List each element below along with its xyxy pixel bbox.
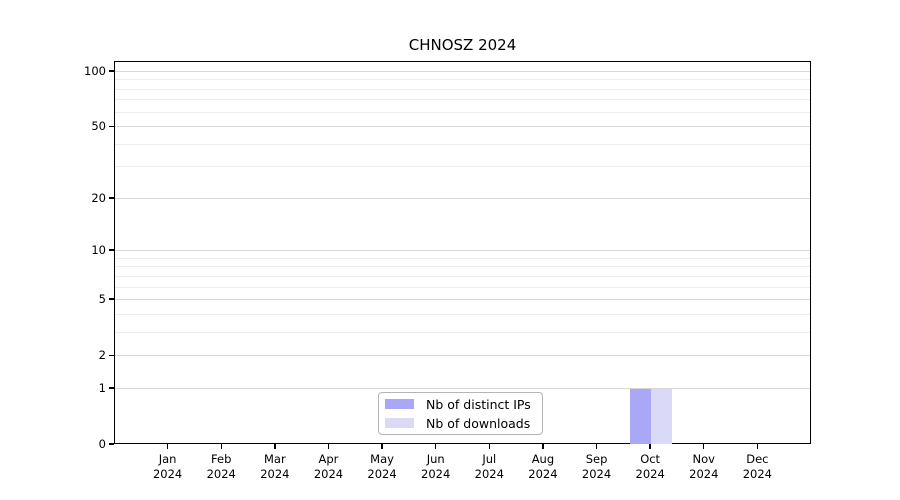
x-tick-label-3: Apr 2024 [313,452,344,481]
gridline-y-2 [115,355,810,357]
gridline-y-60 [115,111,810,113]
x-tick-10 [703,444,705,449]
gridline-y-50 [115,126,810,128]
gridline-y-100 [115,71,810,72]
legend-label-downloads: Nb of downloads [426,415,531,431]
x-tick-3 [327,444,330,449]
gridline-y-40 [115,143,810,145]
legend-swatch-distinct-ips [385,399,414,409]
x-tick-label-4: May 2024 [367,452,397,481]
y-tick-0 [109,443,114,445]
x-tick-label-10: Nov 2024 [689,452,719,481]
legend-entry-downloads: Nb of downloads [385,415,535,431]
gridline-y-8 [115,266,810,268]
y-tick-5 [109,298,114,300]
gridline-y-20 [115,197,810,199]
x-tick-7 [542,444,544,449]
x-tick-4 [381,444,383,449]
y-tick-100 [109,70,114,72]
y-tick-label-5: 5 [98,292,106,307]
x-tick-label-7: Aug 2024 [528,452,558,481]
x-tick-6 [488,444,490,449]
y-tick-label-50: 50 [91,119,106,134]
y-tick-label-10: 10 [91,243,106,258]
x-tick-label-2: Mar 2024 [260,452,290,481]
plot-area [114,61,811,444]
bar-nb-of-distinct-ips-oct-2024 [629,388,651,444]
gridline-y-1 [115,387,810,389]
gridline-y-10 [115,250,810,252]
gridline-y-4 [115,313,810,315]
x-tick-label-8: Sep 2024 [581,452,612,481]
x-tick-label-9: Oct 2024 [635,452,665,481]
gridline-y-30 [115,166,810,168]
x-tick-label-5: Jun 2024 [421,452,451,481]
y-tick-10 [109,249,114,251]
gridline-y-7 [115,275,810,277]
x-tick-0 [166,444,169,449]
y-tick-2 [109,354,114,356]
gridline-y-6 [115,286,810,288]
bar-nb-of-downloads-oct-2024 [650,388,672,444]
x-tick-label-0: Jan 2024 [152,452,183,481]
x-tick-8 [595,444,598,449]
y-tick-label-1: 1 [98,380,106,395]
y-tick-1 [109,387,114,389]
x-tick-9 [649,444,651,449]
x-tick-label-11: Dec 2024 [742,452,773,481]
x-tick-11 [756,444,759,449]
y-tick-20 [109,197,114,199]
x-tick-5 [434,444,437,449]
chart-title: CHNOSZ 2024 [408,36,517,54]
legend-label-distinct-ips: Nb of distinct IPs [426,396,531,412]
gridline-y-80 [115,88,810,90]
x-tick-label-1: Feb 2024 [206,452,236,481]
y-tick-label-0: 0 [98,437,106,451]
gridline-y-5 [115,299,810,301]
y-tick-label-2: 2 [98,348,106,363]
gridline-y-90 [115,79,810,81]
y-tick-50 [109,125,114,127]
gridline-y-3 [115,331,810,333]
x-tick-label-6: Jul 2024 [474,452,504,481]
gridline-y-70 [115,99,810,101]
y-tick-label-20: 20 [91,190,106,205]
x-tick-1 [220,444,222,449]
legend: Nb of distinct IPs Nb of downloads [378,392,543,435]
legend-swatch-downloads [385,418,414,428]
legend-entry-distinct-ips: Nb of distinct IPs [385,396,535,412]
x-tick-2 [274,444,276,449]
y-tick-label-100: 100 [84,64,106,78]
gridline-y-9 [115,257,810,259]
